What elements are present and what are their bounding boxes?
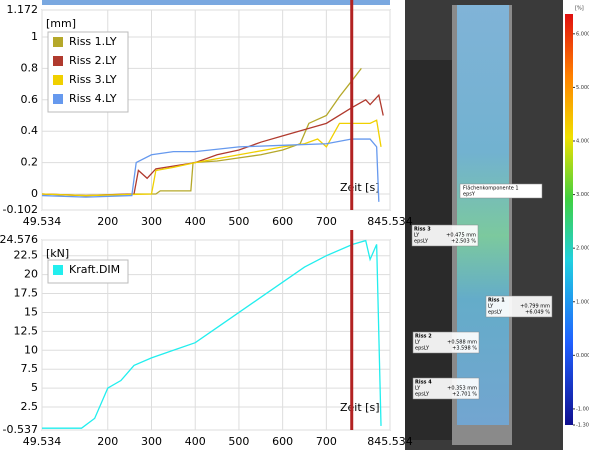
crack-value: +0.588 mm xyxy=(447,340,477,346)
crack-value: +0.353 mm xyxy=(447,386,477,392)
y-tick-label: 10 xyxy=(24,343,38,356)
crack-value: +0.799 mm xyxy=(520,304,550,310)
legend-swatch xyxy=(53,265,63,275)
colorbar-label: -1.300 xyxy=(576,423,589,429)
y-tick-label: 1 xyxy=(31,30,38,43)
colorbar-label: 4.000 xyxy=(576,138,589,144)
y-axis-label: [mm] xyxy=(46,17,76,30)
legend-label: Riss 2.LY xyxy=(69,54,117,67)
y-tick-label: -0.537 xyxy=(3,423,38,436)
crack-key: epsLY xyxy=(415,346,430,352)
photo-shadow xyxy=(405,60,455,440)
y-tick-label: 22.5 xyxy=(14,249,39,262)
legend-swatch xyxy=(53,56,63,66)
crack-box xyxy=(411,224,479,247)
area-sub: epsY xyxy=(463,192,476,198)
crack-value: +2.701 % xyxy=(452,392,477,398)
x-tick-label: 700 xyxy=(316,215,337,228)
colorbar-label: 1.000 xyxy=(576,299,589,305)
y-tick-label: 0 xyxy=(31,187,38,200)
x-tick-label: 845.534 xyxy=(367,215,413,228)
crack-key: LY xyxy=(488,304,494,310)
crack-box xyxy=(412,377,480,400)
x-tick-label: 200 xyxy=(97,215,118,228)
crack-key: LY xyxy=(414,233,420,239)
crack-key: epsLY xyxy=(488,310,503,316)
crack-value: +3.598 % xyxy=(452,346,477,352)
legend-label: Riss 4.LY xyxy=(69,92,117,105)
x-axis-label: Zeit [s] xyxy=(340,401,379,414)
crack-key: LY xyxy=(415,386,421,392)
y-tick-label: -0.102 xyxy=(3,203,38,216)
image-panel: [%] Flächenkomponente 1 epsY xyxy=(405,0,584,450)
y-tick-label: 1.172 xyxy=(7,3,39,16)
crack-value: +0.475 mm xyxy=(446,233,476,239)
colorbar-label: 6.000 xyxy=(576,31,589,37)
legend-label: Riss 3.LY xyxy=(69,73,117,86)
x-tick-label: 49.534 xyxy=(23,215,62,228)
crack-key: epsLY xyxy=(415,392,430,398)
colorbar-label: 0.000 xyxy=(576,353,589,359)
x-tick-label: 49.534 xyxy=(23,435,62,448)
y-tick-label: 0.8 xyxy=(21,61,39,74)
legend-box xyxy=(47,259,129,284)
colorbar-label: -1.000 xyxy=(576,406,589,412)
y-tick-label: 0.4 xyxy=(21,124,39,137)
y-tick-label: 0.2 xyxy=(21,156,39,169)
legend-swatch xyxy=(53,75,63,85)
legend-label: Riss 1.LY xyxy=(69,35,117,48)
y-tick-label: 20 xyxy=(24,268,38,281)
y-tick-label: 7.5 xyxy=(21,362,39,375)
colorbar-unit: [%] xyxy=(575,6,584,12)
series-line xyxy=(42,239,382,429)
y-tick-label: 5 xyxy=(31,381,38,394)
colorbar xyxy=(565,14,573,425)
legend-swatch xyxy=(53,37,63,47)
x-tick-label: 200 xyxy=(97,435,118,448)
title-bar xyxy=(42,0,390,5)
x-tick-label: 700 xyxy=(316,435,337,448)
crack-key: epsLY xyxy=(414,239,429,245)
crack-name: Riss 1 xyxy=(488,298,505,304)
y-tick-label: 12.5 xyxy=(14,324,39,337)
crack-box xyxy=(485,295,553,318)
colorbar-label: 3.000 xyxy=(576,192,589,198)
crack-name: Riss 3 xyxy=(414,227,431,233)
y-tick-label: 0.6 xyxy=(21,93,39,106)
y-tick-label: 2.5 xyxy=(21,400,39,413)
label-box xyxy=(459,183,543,199)
x-tick-label: 600 xyxy=(272,435,293,448)
crack-box xyxy=(412,331,480,354)
crack-value: +6.049 % xyxy=(525,310,550,316)
legend-swatch xyxy=(53,94,63,104)
x-tick-label: 845.534 xyxy=(367,435,413,448)
series-line xyxy=(41,138,380,202)
strain-overlay xyxy=(457,5,509,425)
colorbar-label: 2.000 xyxy=(576,246,589,252)
crack-key: LY xyxy=(415,340,421,346)
x-tick-label: 400 xyxy=(185,435,206,448)
x-tick-label: 600 xyxy=(272,215,293,228)
y-axis-label: [kN] xyxy=(46,247,69,260)
legend-label: Kraft.DIM xyxy=(69,263,120,276)
crack-name: Riss 4 xyxy=(415,380,432,386)
crack-value: +2.503 % xyxy=(451,239,476,245)
y-tick-label: 15 xyxy=(24,305,38,318)
x-tick-label: 400 xyxy=(185,215,206,228)
x-tick-label: 500 xyxy=(228,435,249,448)
crack-name: Riss 2 xyxy=(415,334,432,340)
x-tick-label: 500 xyxy=(228,215,249,228)
colorbar-label: 5.000 xyxy=(576,85,589,91)
x-tick-label: 300 xyxy=(141,215,162,228)
area-title: Flächenkomponente 1 xyxy=(463,186,519,192)
area-label: Flächenkomponente 1 epsY xyxy=(459,183,543,199)
x-tick-label: 300 xyxy=(141,435,162,448)
y-tick-label: 17.5 xyxy=(14,287,39,300)
x-axis-label: Zeit [s] xyxy=(340,181,379,194)
y-tick-label: 24.576 xyxy=(0,233,38,246)
